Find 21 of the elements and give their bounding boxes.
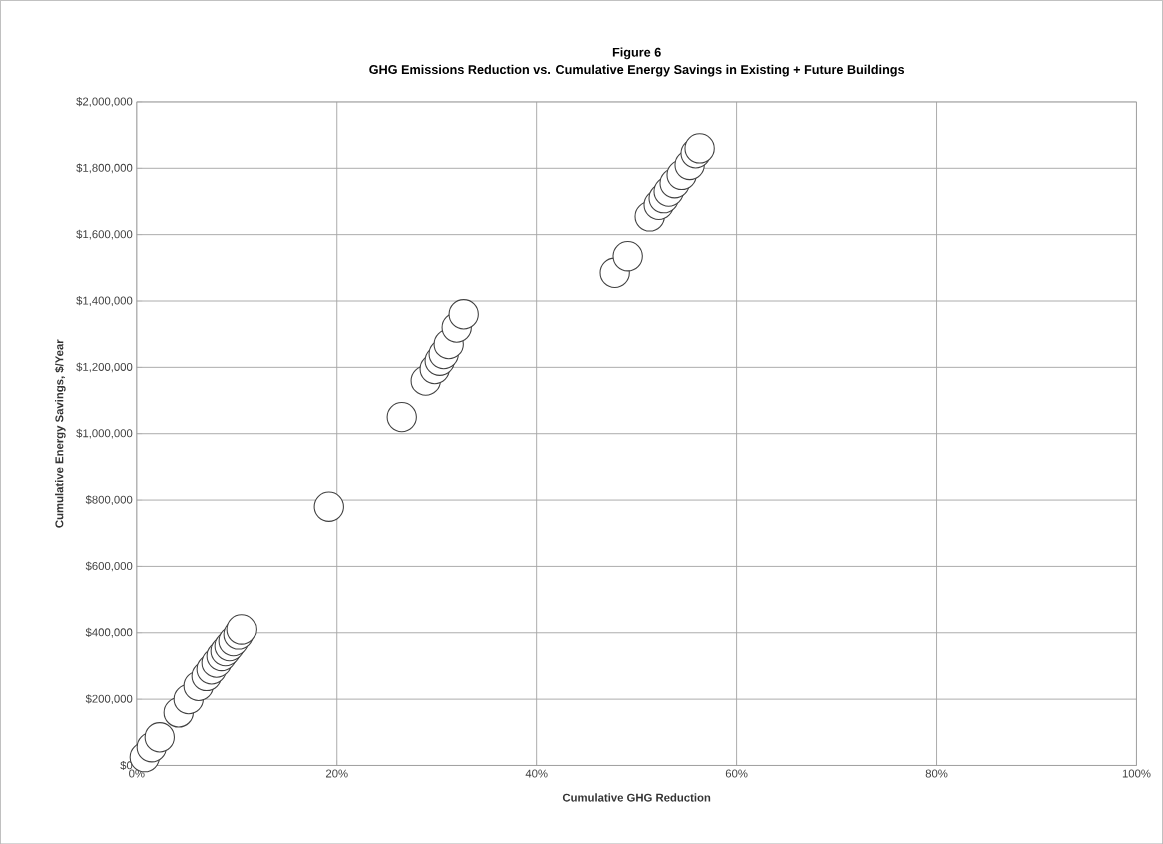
x-tick-label: 0% bbox=[129, 769, 145, 778]
y-tick-label: $1,000,000 bbox=[76, 428, 133, 439]
x-tick-label: 100% bbox=[1122, 769, 1151, 778]
y-tick-label: $800,000 bbox=[85, 495, 133, 505]
chart-subtitle: GHG Emissions Reduction vs. Cumulative Energy Savings in Existing + Future Buildings bbox=[369, 64, 905, 77]
x-tick-label: 20% bbox=[325, 769, 348, 778]
y-tick-label: $1,600,000 bbox=[76, 229, 133, 240]
y-tick-label: $600,000 bbox=[85, 561, 133, 572]
x-tick-label: 40% bbox=[525, 769, 548, 778]
y-tick-label: $1,200,000 bbox=[76, 362, 133, 373]
chart-title: Figure 6 bbox=[612, 47, 661, 60]
y-tick-label: $1,800,000 bbox=[76, 163, 133, 174]
y-tick-label: $200,000 bbox=[85, 694, 133, 704]
y-tick-label: $1,400,000 bbox=[76, 295, 133, 306]
x-tick-label: 80% bbox=[925, 769, 948, 778]
y-tick-label: $2,000,000 bbox=[76, 96, 133, 107]
y-tick-label: $400,000 bbox=[85, 627, 133, 638]
y-axis-title: Cumulative Energy Savings, $/Year bbox=[54, 339, 66, 528]
x-axis-title: Cumulative GHG Reduction bbox=[562, 793, 711, 802]
x-tick-label: 60% bbox=[725, 769, 748, 778]
y-tick-label: $0 bbox=[120, 760, 133, 770]
